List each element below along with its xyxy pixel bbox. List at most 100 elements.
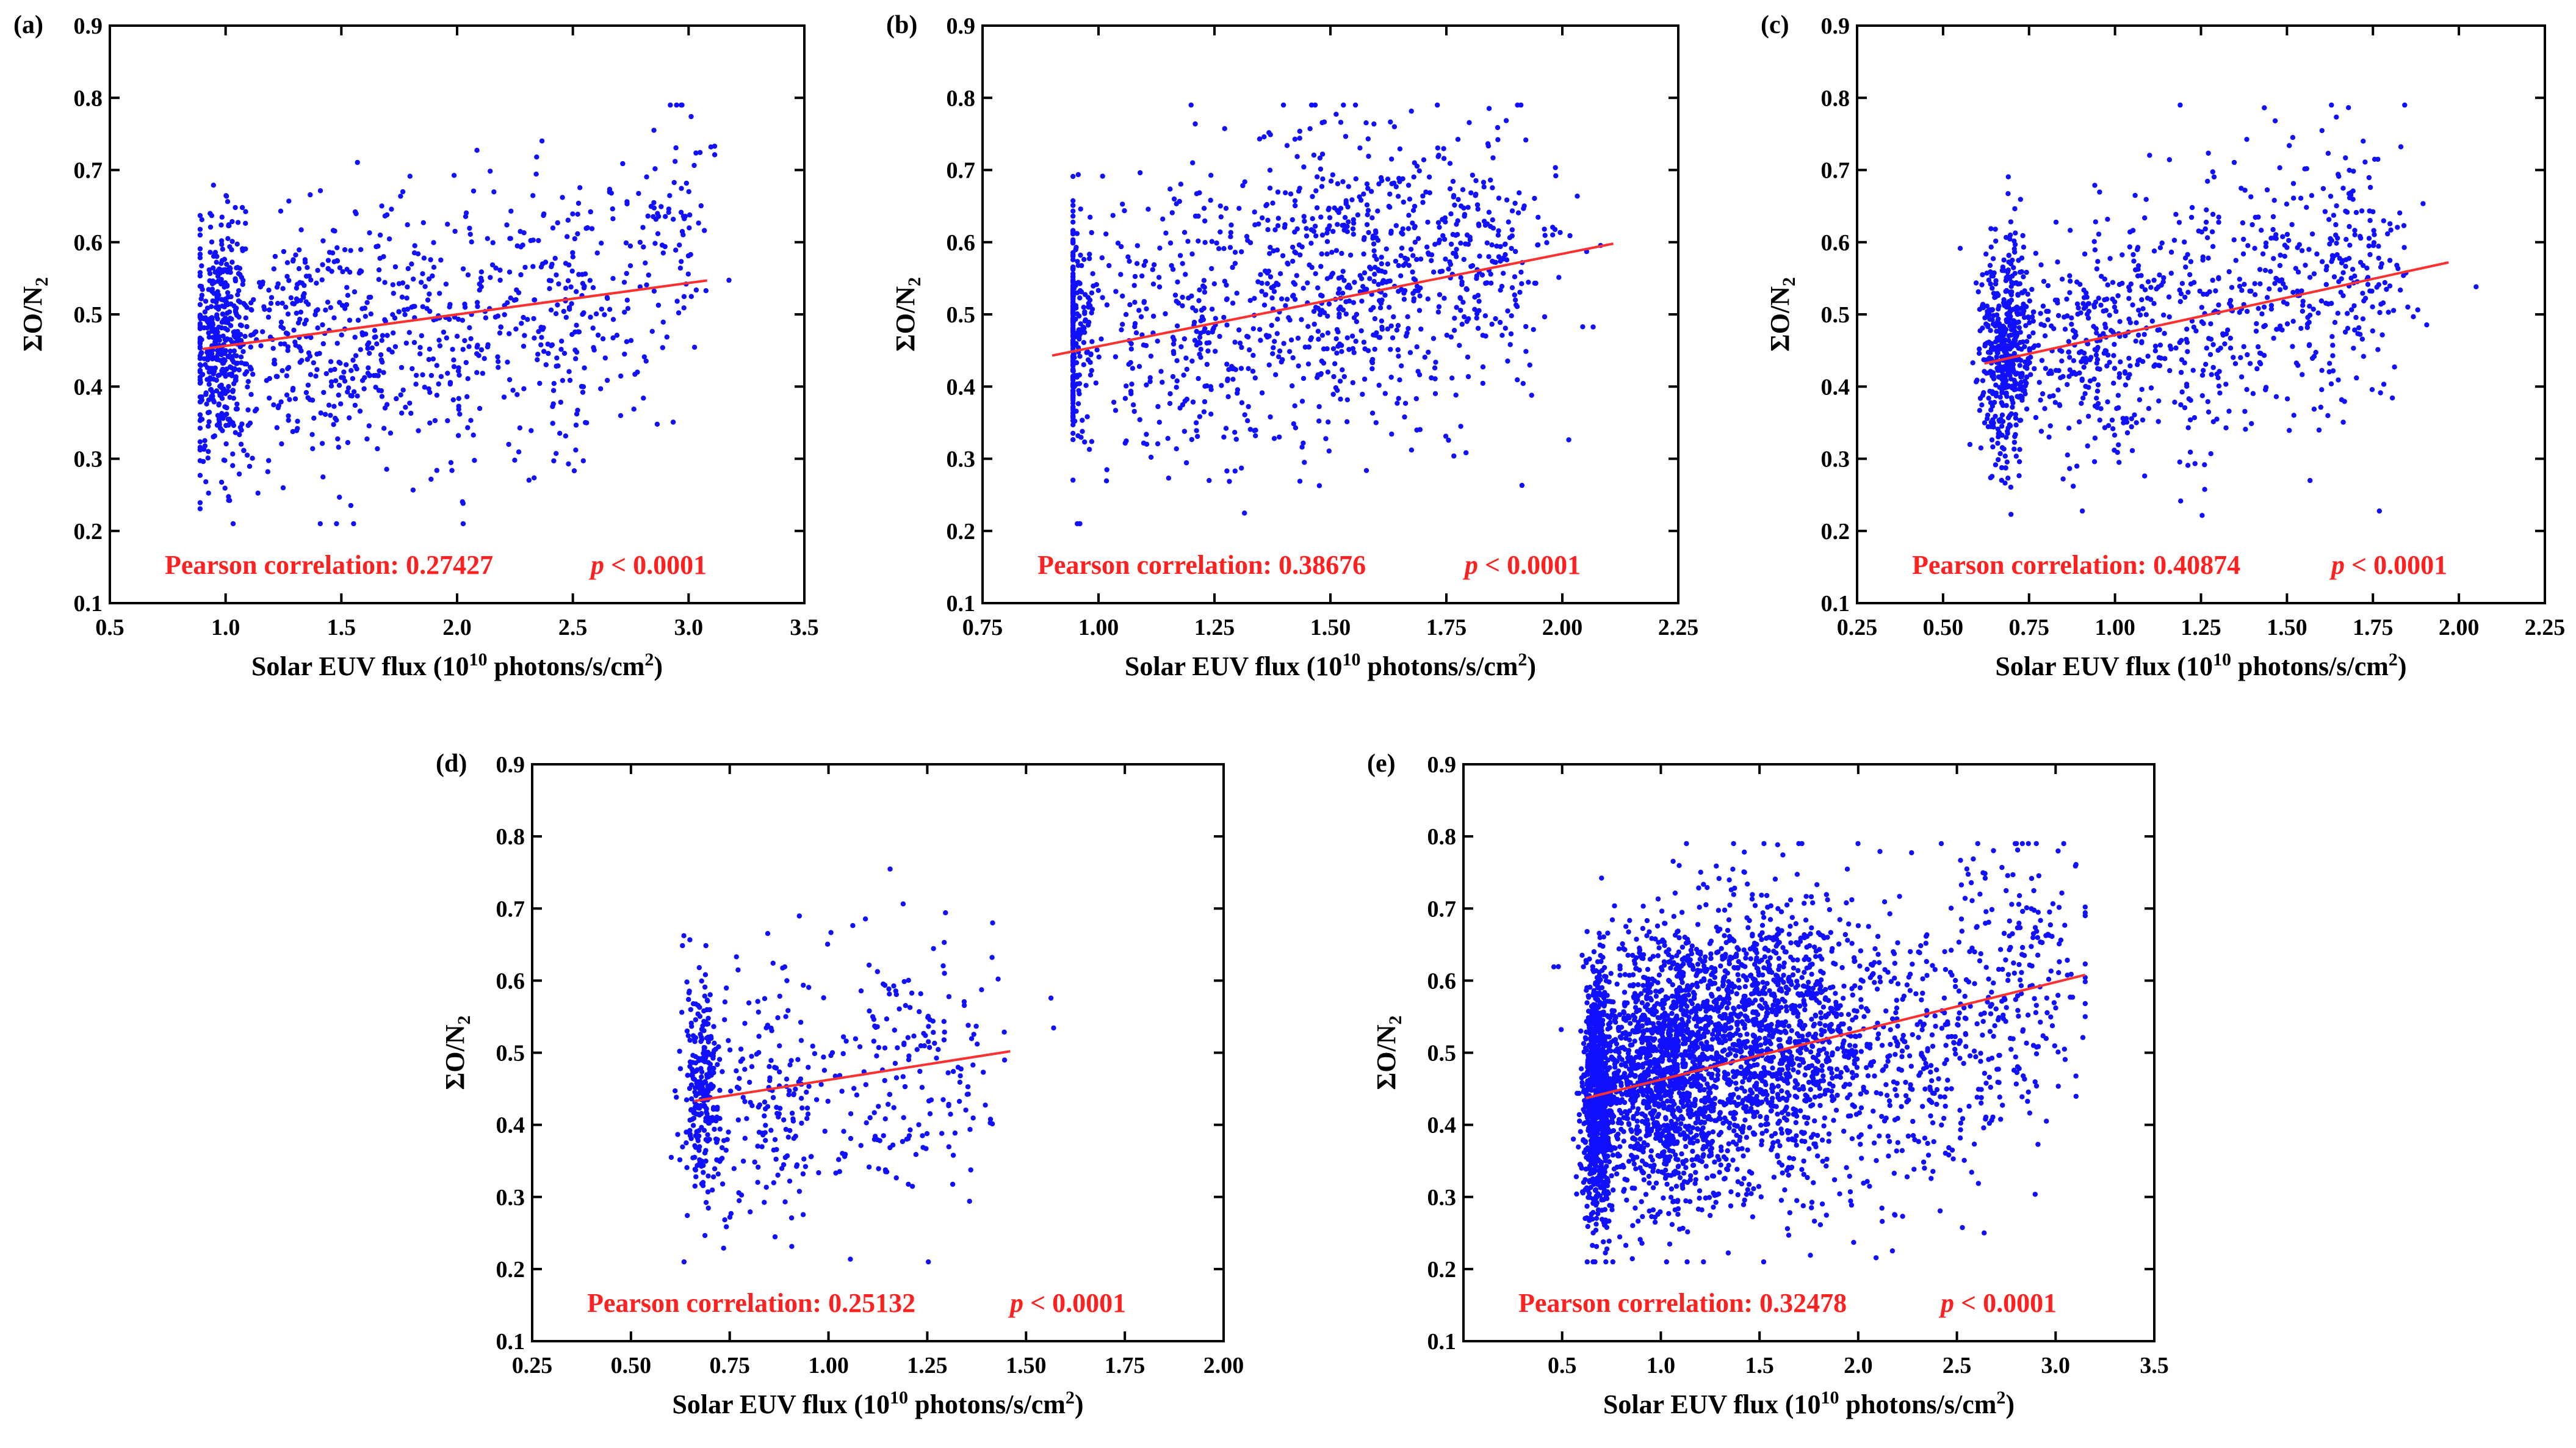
scatter-point — [225, 310, 230, 316]
scatter-point — [465, 376, 471, 382]
scatter-point — [2179, 281, 2185, 286]
scatter-point — [1986, 396, 1991, 401]
scatter-point — [901, 1040, 907, 1046]
scatter-point — [987, 1117, 994, 1122]
scatter-point — [2272, 281, 2278, 286]
scatter-point — [1171, 196, 1177, 202]
scatter-point — [2346, 105, 2351, 110]
scatter-point — [226, 384, 231, 389]
scatter-point — [1584, 929, 1590, 935]
scatter-point — [1389, 156, 1394, 162]
scatter-point — [2284, 231, 2290, 237]
scatter-point — [769, 1028, 774, 1034]
scatter-point — [337, 494, 342, 500]
scatter-point — [1362, 376, 1368, 382]
scatter-point — [1224, 296, 1230, 302]
scatter-point — [668, 1154, 674, 1160]
scatter-point — [1316, 404, 1322, 410]
y-tick-label: 0.7 — [1821, 158, 1850, 184]
scatter-point — [695, 1135, 701, 1141]
scatter-point — [521, 344, 527, 349]
scatter-point — [1970, 360, 1975, 366]
scatter-point — [250, 455, 255, 461]
scatter-point — [2016, 459, 2022, 465]
scatter-point — [1388, 119, 1393, 125]
scatter-point — [1987, 262, 1993, 268]
scatter-point — [1086, 256, 1092, 261]
scatter-point — [2173, 212, 2179, 217]
scatter-point — [2352, 273, 2358, 279]
scatter-point — [1232, 339, 1238, 345]
scatter-point — [679, 186, 684, 191]
scatter-point — [1993, 393, 1999, 399]
scatter-point — [677, 266, 684, 271]
scatter-point — [1299, 444, 1305, 450]
scatter-point — [738, 1046, 744, 1052]
scatter-point — [1376, 281, 1381, 288]
scatter-point — [222, 256, 228, 262]
scatter-point — [364, 436, 370, 442]
scatter-point — [777, 1106, 783, 1111]
scatter-point — [2290, 181, 2296, 186]
scatter-point — [1326, 301, 1332, 307]
scatter-point — [460, 266, 466, 272]
scatter-point — [355, 393, 360, 399]
scatter-point — [595, 332, 601, 338]
scatter-point — [1486, 254, 1492, 259]
scatter-point — [1364, 286, 1369, 292]
scatter-point — [1155, 338, 1160, 344]
scatter-point — [1294, 154, 1300, 159]
scatter-point — [197, 212, 203, 219]
scatter-point — [1996, 457, 2001, 463]
scatter-points — [1551, 841, 2088, 1265]
scatter-point — [2336, 172, 2341, 177]
scatter-point — [1991, 376, 1997, 382]
scatter-point — [551, 458, 557, 464]
scatter-point — [202, 438, 207, 443]
scatter-point — [691, 344, 698, 350]
scatter-point — [2167, 367, 2173, 374]
scatter-point — [2082, 251, 2088, 257]
scatter-point — [604, 377, 610, 383]
scatter-point — [211, 265, 216, 271]
scatter-point — [1315, 174, 1320, 179]
scatter-point — [1265, 227, 1271, 233]
scatter-point — [1379, 318, 1385, 324]
scatter-point — [1450, 178, 1456, 184]
scatter-point — [703, 1106, 709, 1111]
scatter-point — [1127, 302, 1133, 308]
scatter-point — [2361, 139, 2366, 144]
scatter-point — [1120, 293, 1125, 299]
scatter-point — [1387, 305, 1392, 310]
scatter-point — [1257, 327, 1263, 332]
scatter-point — [1081, 339, 1087, 346]
scatter-point — [2093, 219, 2098, 225]
scatter-point — [2007, 422, 2012, 427]
scatter-point — [983, 1102, 988, 1108]
scatter-point — [681, 1259, 687, 1265]
x-tick-label: 2.0 — [442, 615, 472, 640]
scatter-point — [1520, 381, 1526, 386]
scatter-point — [690, 1001, 696, 1007]
scatter-point — [1169, 210, 1175, 215]
scatter-point — [684, 180, 690, 186]
scatter-point — [2040, 303, 2046, 309]
scatter-point — [836, 1157, 842, 1162]
scatter-point — [798, 1019, 804, 1025]
scatter-point — [514, 287, 519, 293]
scatter-point — [2210, 169, 2215, 175]
scatter-point — [2185, 289, 2191, 295]
scatter-point — [1452, 202, 1457, 208]
scatter-point — [374, 341, 380, 347]
scatter-point — [900, 901, 906, 907]
scatter-point — [1138, 170, 1143, 176]
scatter-point — [1313, 305, 1319, 310]
scatter-point — [412, 303, 417, 310]
scatter-point — [1075, 259, 1080, 264]
scatter-point — [666, 206, 672, 212]
scatter-point — [1338, 304, 1343, 310]
scatter-point — [1472, 306, 1477, 312]
scatter-point — [1273, 372, 1279, 377]
scatter-point — [2098, 302, 2104, 308]
scatter-point — [2258, 350, 2264, 357]
